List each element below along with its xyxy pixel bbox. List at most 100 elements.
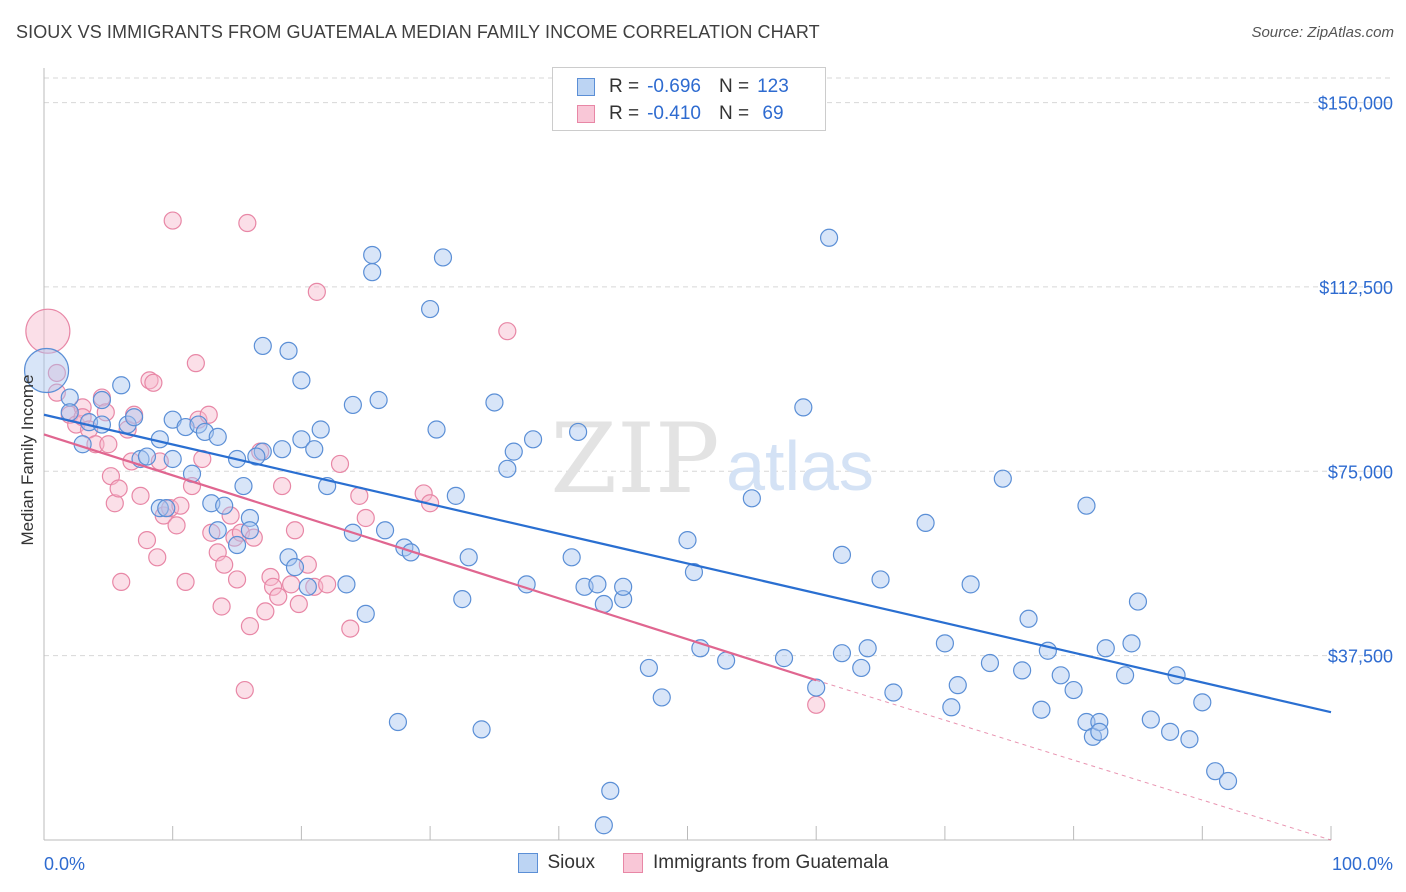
series-legend: Sioux Immigrants from Guatemala	[0, 852, 1406, 874]
point-sioux	[562, 548, 581, 567]
point-sioux	[1090, 712, 1109, 732]
trend-line-sioux	[43, 413, 1332, 714]
point-sioux	[337, 575, 356, 594]
point-sioux	[1077, 496, 1096, 515]
point-sioux	[285, 558, 305, 577]
point-sioux	[1115, 666, 1135, 685]
point-sioux	[1128, 592, 1148, 611]
point-sioux	[279, 341, 298, 360]
point-sioux	[208, 427, 227, 446]
point-guatemala	[176, 572, 195, 592]
legend-r-label: R =	[609, 76, 640, 97]
point-sioux	[819, 228, 839, 247]
point-sioux	[1180, 730, 1199, 749]
point-sioux	[1051, 666, 1070, 685]
point-sioux	[124, 408, 144, 427]
point-sioux	[961, 575, 980, 594]
point-sioux	[742, 489, 761, 508]
point-guatemala	[163, 211, 182, 230]
point-sioux	[311, 420, 330, 439]
point-sioux	[163, 449, 182, 469]
point-guatemala	[263, 577, 283, 596]
point-sioux	[253, 336, 272, 356]
point-sioux	[942, 698, 961, 717]
point-sioux	[356, 604, 375, 623]
point-sioux	[433, 248, 453, 267]
point-sioux	[227, 535, 247, 555]
point-sioux	[832, 545, 852, 564]
point-sioux	[948, 676, 967, 695]
point-sioux	[363, 245, 382, 265]
point-sioux	[446, 486, 465, 505]
point-sioux	[240, 521, 260, 540]
point-sioux	[1161, 722, 1180, 741]
point-sioux	[279, 548, 298, 567]
point-guatemala	[341, 619, 360, 638]
point-guatemala	[137, 531, 157, 550]
y-tick-label: $75,000	[1328, 462, 1393, 482]
point-sioux	[234, 476, 253, 496]
point-sioux	[1193, 693, 1212, 712]
point-guatemala	[318, 575, 337, 594]
point-guatemala	[167, 516, 186, 535]
point-guatemala	[25, 308, 71, 354]
point-sioux	[60, 388, 79, 407]
point-sioux	[427, 420, 446, 439]
legend-swatch-guatemala	[623, 853, 644, 873]
point-sioux	[421, 299, 440, 319]
point-guatemala	[256, 602, 275, 621]
point-sioux	[369, 390, 388, 410]
point-guatemala	[285, 521, 305, 540]
point-guatemala	[47, 363, 66, 383]
point-sioux	[504, 442, 523, 461]
point-sioux	[272, 440, 292, 459]
point-guatemala	[144, 373, 163, 392]
y-tick-label: $112,500	[1319, 278, 1393, 298]
point-sioux	[993, 469, 1012, 488]
point-sioux	[807, 678, 826, 697]
point-sioux	[498, 459, 517, 478]
point-sioux	[112, 376, 131, 395]
point-sioux	[92, 390, 112, 410]
point-sioux	[298, 577, 317, 596]
axes	[43, 68, 1332, 841]
point-sioux	[343, 395, 362, 415]
point-sioux	[1013, 661, 1032, 680]
watermark-atlas: atlas	[726, 427, 874, 505]
x-tick-label-min: 0.0%	[44, 854, 85, 874]
legend-label-sioux: Sioux	[547, 852, 596, 873]
point-guatemala	[109, 479, 128, 498]
point-sioux	[150, 499, 169, 518]
point-guatemala	[240, 617, 260, 636]
point-sioux	[401, 543, 420, 562]
legend-r-label: R =	[609, 103, 640, 124]
point-sioux	[292, 371, 311, 390]
point-sioux	[388, 712, 408, 732]
point-guatemala	[215, 555, 234, 574]
point-sioux	[1141, 710, 1160, 729]
point-sioux	[858, 639, 877, 658]
trend-line-guatemala	[43, 433, 817, 682]
point-sioux	[137, 447, 157, 466]
point-guatemala	[238, 213, 257, 233]
y-tick-label: $150,000	[1318, 94, 1393, 114]
point-sioux	[1206, 762, 1225, 781]
point-guatemala	[807, 695, 826, 714]
legend-swatch-guatemala	[577, 105, 595, 123]
tick-labels: $37,500 $75,000 $112,500 $150,000 0.0% 100.0%	[44, 94, 1393, 874]
point-guatemala	[212, 597, 231, 616]
point-guatemala	[282, 575, 301, 594]
point-guatemala	[235, 680, 254, 700]
point-sioux	[684, 562, 704, 582]
legend-n-value: 69	[757, 103, 784, 124]
point-guatemala	[269, 587, 288, 606]
legend-label-guatemala: Immigrants from Guatemala	[653, 852, 889, 873]
point-sioux	[305, 440, 324, 459]
point-guatemala	[307, 282, 326, 301]
point-sioux	[1122, 634, 1141, 653]
point-sioux	[247, 447, 266, 466]
point-sioux	[588, 575, 607, 594]
point-sioux	[1019, 609, 1038, 628]
point-sioux	[215, 496, 234, 515]
